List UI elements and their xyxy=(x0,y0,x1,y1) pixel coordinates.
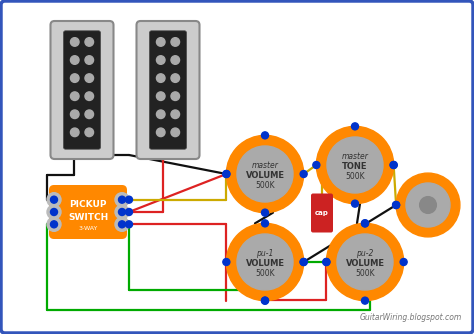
Circle shape xyxy=(327,223,404,301)
Circle shape xyxy=(156,128,165,137)
Circle shape xyxy=(115,205,129,219)
Circle shape xyxy=(262,220,268,227)
Circle shape xyxy=(262,297,268,304)
FancyBboxPatch shape xyxy=(49,185,127,239)
Circle shape xyxy=(227,135,304,213)
Circle shape xyxy=(118,221,126,228)
Circle shape xyxy=(300,259,307,266)
Circle shape xyxy=(71,128,79,137)
Circle shape xyxy=(223,170,230,177)
Text: 500K: 500K xyxy=(355,269,375,278)
FancyBboxPatch shape xyxy=(64,31,100,149)
Circle shape xyxy=(406,183,450,227)
FancyBboxPatch shape xyxy=(311,193,333,232)
Circle shape xyxy=(323,259,330,266)
Circle shape xyxy=(156,38,165,46)
Circle shape xyxy=(262,209,268,216)
Circle shape xyxy=(71,110,79,119)
Circle shape xyxy=(85,92,93,101)
Circle shape xyxy=(171,38,180,46)
Circle shape xyxy=(323,259,330,266)
Text: 3-WAY: 3-WAY xyxy=(78,226,98,231)
Text: 500K: 500K xyxy=(255,181,275,190)
Circle shape xyxy=(362,220,368,227)
FancyBboxPatch shape xyxy=(137,21,200,159)
Circle shape xyxy=(392,201,400,208)
Circle shape xyxy=(352,123,358,130)
Text: GuitarWiring.blogspot.com: GuitarWiring.blogspot.com xyxy=(360,313,462,322)
Circle shape xyxy=(71,56,79,64)
Text: pu-2: pu-2 xyxy=(356,248,374,258)
Circle shape xyxy=(85,110,93,119)
Text: master: master xyxy=(252,161,278,170)
Circle shape xyxy=(156,92,165,101)
Circle shape xyxy=(171,56,180,64)
Circle shape xyxy=(156,74,165,82)
Text: VOLUME: VOLUME xyxy=(246,259,284,268)
Circle shape xyxy=(51,221,57,228)
Circle shape xyxy=(400,259,407,266)
Circle shape xyxy=(126,208,133,215)
Text: master: master xyxy=(342,152,368,161)
Circle shape xyxy=(300,259,307,266)
Circle shape xyxy=(126,196,133,203)
Circle shape xyxy=(115,217,129,231)
Circle shape xyxy=(71,38,79,46)
Circle shape xyxy=(419,197,437,213)
Circle shape xyxy=(85,74,93,82)
Circle shape xyxy=(171,128,180,137)
Circle shape xyxy=(392,201,400,208)
Text: VOLUME: VOLUME xyxy=(246,171,284,180)
Text: 500K: 500K xyxy=(345,172,365,181)
Circle shape xyxy=(337,234,393,290)
Circle shape xyxy=(390,162,397,168)
Text: SWITCH: SWITCH xyxy=(68,213,108,222)
Circle shape xyxy=(223,170,230,177)
FancyBboxPatch shape xyxy=(149,31,186,149)
Circle shape xyxy=(156,110,165,119)
Circle shape xyxy=(47,217,61,231)
Circle shape xyxy=(390,162,397,168)
Circle shape xyxy=(262,132,268,139)
Circle shape xyxy=(51,196,57,203)
Circle shape xyxy=(237,146,293,202)
Circle shape xyxy=(227,223,304,301)
Circle shape xyxy=(85,56,93,64)
Circle shape xyxy=(47,205,61,219)
Circle shape xyxy=(171,110,180,119)
Circle shape xyxy=(126,221,133,228)
Circle shape xyxy=(85,38,93,46)
Circle shape xyxy=(262,297,268,304)
Text: cap: cap xyxy=(315,210,329,216)
Circle shape xyxy=(396,173,460,237)
Circle shape xyxy=(327,137,383,193)
Text: pu-1: pu-1 xyxy=(256,248,273,258)
Text: 500K: 500K xyxy=(255,269,275,278)
Circle shape xyxy=(352,200,358,207)
Circle shape xyxy=(156,56,165,64)
FancyBboxPatch shape xyxy=(51,21,113,159)
Text: TONE: TONE xyxy=(342,162,368,171)
Text: PICKUP: PICKUP xyxy=(69,200,107,208)
Circle shape xyxy=(85,128,93,137)
Text: VOLUME: VOLUME xyxy=(346,259,384,268)
Circle shape xyxy=(362,297,368,304)
Circle shape xyxy=(71,74,79,82)
Circle shape xyxy=(47,193,61,207)
Circle shape xyxy=(118,208,126,215)
Circle shape xyxy=(115,193,129,207)
Circle shape xyxy=(300,170,307,177)
Circle shape xyxy=(362,220,368,227)
Circle shape xyxy=(316,126,393,204)
Circle shape xyxy=(171,92,180,101)
Circle shape xyxy=(71,92,79,101)
Circle shape xyxy=(118,196,126,203)
Circle shape xyxy=(313,162,320,168)
Circle shape xyxy=(223,259,230,266)
Circle shape xyxy=(171,74,180,82)
Circle shape xyxy=(237,234,293,290)
Circle shape xyxy=(51,208,57,215)
